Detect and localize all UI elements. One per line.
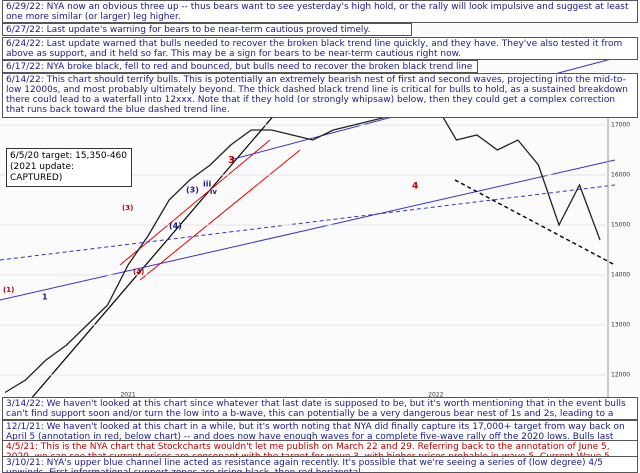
wave-label: iv [210,188,217,196]
blue-channel [0,159,616,301]
annotation: 6/27/22: Last update's warning for bears… [2,23,412,36]
wave-label: (1) [3,286,14,294]
annotation: 3/10/21: NYA's upper blue channel line a… [2,456,638,473]
annotation: 6/24/22: Last update warned that bulls n… [2,37,638,60]
wave-label: 1 [42,293,48,302]
y-tick-label: 16000 [611,172,630,179]
y-tick-label: 12000 [611,372,630,379]
black-dashed [454,179,616,266]
annotation: 3/14/22: We haven't looked at this chart… [2,397,638,420]
target-line: 6/5/20 target: 15,350-460 [10,151,128,161]
price-line [4,104,601,394]
wave-label: (4) [133,268,144,276]
annotation: 6/17/22: NYA broke black, fell to red an… [2,60,478,73]
wave-label: (3) [122,204,133,212]
target-box: 6/5/20 target: 15,350-460 (2021 update: … [6,148,132,187]
y-tick-label: 13000 [611,322,630,329]
red-channel [119,139,271,266]
y-tick-label: 15000 [611,222,630,229]
annotation: 6/29/22: NYA now an obvious three up -- … [2,0,638,23]
wave-label: 3 [228,155,235,166]
y-tick-label: 14000 [611,272,630,279]
x-tick-label: 2021 [120,392,135,399]
red-channel [139,149,301,281]
target-line: (2021 update: CAPTURED) [10,162,75,183]
wave-label: 4 [412,182,418,192]
annotation: 6/14/22: This chart should terrify bulls… [2,73,638,118]
trend-line [29,84,301,401]
x-tick-label: 2022 [428,392,443,399]
wave-label: (3) [186,186,199,195]
y-tick-label: 17000 [611,122,630,129]
wave-label: (4) [169,222,182,231]
blue-dashed [0,184,616,261]
wave-label: iii [203,180,211,189]
